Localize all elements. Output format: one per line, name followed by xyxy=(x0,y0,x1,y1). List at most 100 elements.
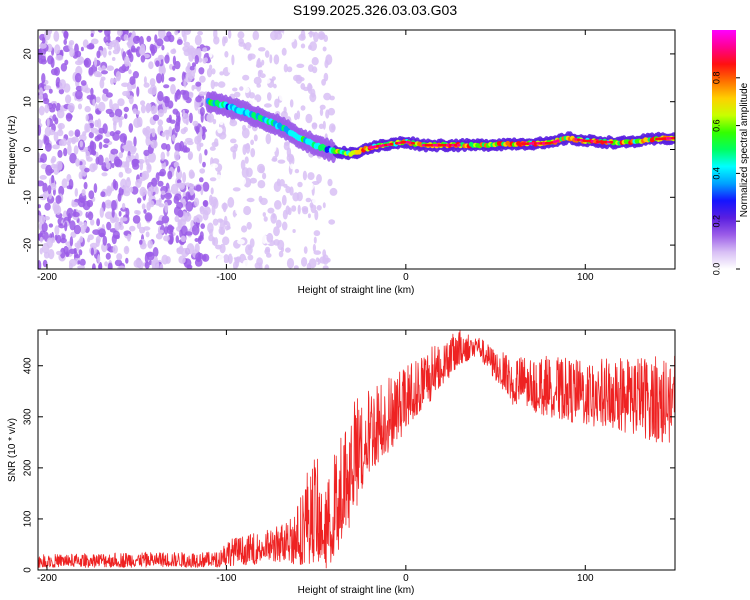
spectrogram-noise-blob xyxy=(104,211,113,220)
spectrogram-noise-blob xyxy=(309,30,313,38)
spectrogram-noise-blob xyxy=(119,133,128,143)
spectrogram-noise-blob xyxy=(157,180,164,187)
spectrogram-noise-blob xyxy=(261,234,268,244)
spectrogram-noise-blob xyxy=(150,105,157,115)
spectrogram-noise-blob xyxy=(47,185,52,195)
spectrogram-noise-blob xyxy=(72,211,80,218)
spectrogram-noise-blob xyxy=(199,177,204,183)
spectrogram-noise-blob xyxy=(263,103,272,108)
spectrogram-noise-blob xyxy=(273,83,277,89)
spectrogram-noise-blob xyxy=(198,91,206,96)
spectrogram-noise-blob xyxy=(68,42,73,51)
spectrogram-noise-blob xyxy=(285,186,291,194)
spectrogram-noise-blob xyxy=(174,193,182,201)
spectrogram-noise-blob xyxy=(139,186,147,197)
spectrogram-noise-blob xyxy=(50,68,58,76)
spectrogram-noise-blob xyxy=(286,258,295,269)
spectrogram-noise-blob xyxy=(38,215,46,225)
spectrogram-noise-blob xyxy=(38,105,45,116)
spectrogram-noise-blob xyxy=(191,84,195,91)
spectrogram-noise-blob xyxy=(174,142,182,152)
spectrogram-noise-blob xyxy=(259,165,265,174)
spectrogram-noise-blob xyxy=(70,231,77,238)
spectrogram-noise-blob xyxy=(41,55,46,63)
spectrogram-noise-blob xyxy=(244,156,249,164)
spectrogram-noise-blob xyxy=(189,92,194,99)
spectrogram-noise-blob xyxy=(275,219,282,228)
spectrogram-noise-blob xyxy=(286,153,294,163)
spectrogram-noise-blob xyxy=(253,134,258,142)
spectrogram-noise-blob xyxy=(218,226,226,235)
spectrogram-noise-blob xyxy=(198,57,203,63)
spectrogram-noise-blob xyxy=(147,104,152,112)
spectrogram-noise-blob xyxy=(183,41,191,47)
spectrogram-noise-blob xyxy=(74,129,81,138)
spectrogram-noise-blob xyxy=(329,95,335,101)
spectrogram-noise-blob xyxy=(155,186,159,195)
spectrogram-noise-blob xyxy=(53,30,60,42)
spectrogram-noise-blob xyxy=(156,73,162,84)
spectrogram-noise-blob xyxy=(202,181,210,192)
spectrogram-noise-blob xyxy=(135,110,141,115)
spectrogram-noise-blob xyxy=(313,31,319,43)
spectrogram-noise-blob xyxy=(174,60,181,70)
spectrogram-noise-blob xyxy=(262,172,267,180)
spectrogram-noise-blob xyxy=(233,143,239,149)
spectrogram-noise-blob xyxy=(274,98,280,109)
spectrogram-noise-blob xyxy=(254,223,262,232)
spectrogram-noise-blob xyxy=(213,198,217,207)
spectrogram-noise-blob xyxy=(161,254,169,265)
spectrogram-noise-blob xyxy=(241,225,248,233)
spectrogram-noise-blob xyxy=(55,234,62,244)
spectrogram-noise-blob xyxy=(323,72,329,82)
spectrogram-noise-blob xyxy=(312,197,320,206)
spectrogram-noise-blob xyxy=(286,35,295,43)
spectrogram-noise-blob xyxy=(58,185,65,196)
spectrogram-noise-blob xyxy=(227,197,235,208)
spectrogram-noise-blob xyxy=(327,178,333,187)
spectrogram-noise-blob xyxy=(93,70,102,78)
spectrogram-noise-blob xyxy=(79,258,86,266)
spectrogram-noise-blob xyxy=(228,167,233,177)
spectrogram-noise-blob xyxy=(50,57,55,69)
spectrogram-noise-blob xyxy=(128,69,132,75)
spectrogram-noise-blob xyxy=(125,257,129,264)
spectrogram-noise-blob xyxy=(67,102,75,112)
spectrogram-noise-blob xyxy=(105,162,111,170)
spectrogram-noise-blob xyxy=(211,205,216,216)
spectrogram-noise-blob xyxy=(117,98,125,107)
spectrogram-noise-blob xyxy=(155,232,163,240)
spectrogram-noise-blob xyxy=(61,138,67,147)
spectrogram-x-ticks: -200 -100 0 100 xyxy=(37,30,594,283)
spectrogram-noise-blob xyxy=(164,54,170,64)
spectrogram-noise-blob xyxy=(105,108,113,114)
y-tick-label: 0 xyxy=(23,146,34,152)
spectrogram-noise-blob xyxy=(149,84,157,96)
spectrogram-noise-blob xyxy=(68,130,74,137)
spectrogram-noise-blob xyxy=(90,87,94,96)
spectrogram-noise-blob xyxy=(187,153,193,161)
spectrogram-noise-blob xyxy=(331,125,336,131)
snr-frame xyxy=(37,329,676,571)
spectrogram-noise-blob xyxy=(194,238,199,242)
spectrogram-noise-blob xyxy=(232,87,238,92)
spectrogram-noise-blob xyxy=(99,207,105,218)
spectrogram-noise-blob xyxy=(152,114,160,121)
spectrogram-noise-blob xyxy=(316,174,322,184)
spectrogram-noise-blob xyxy=(253,76,262,85)
y-tick-label: 20 xyxy=(23,48,34,60)
spectrogram-noise-blob xyxy=(176,89,181,96)
spectrogram-noise-blob xyxy=(198,252,204,260)
spectrogram-noise-blob xyxy=(230,138,237,144)
spectrogram-noise-blob xyxy=(118,224,124,231)
spectrogram-noise-blob xyxy=(296,63,305,68)
spectrogram-noise-blob xyxy=(212,228,217,238)
spectrogram-noise-blob xyxy=(113,120,117,132)
spectrogram-noise-blob xyxy=(123,106,129,113)
spectrogram-noise-blob xyxy=(159,263,164,269)
spectrogram-noise-blob xyxy=(249,238,255,248)
spectrogram-noise-blob xyxy=(146,35,152,43)
spectrogram-noise-blob xyxy=(322,265,329,269)
spectrogram-noise-blob xyxy=(148,200,155,208)
y-tick-label: 10 xyxy=(23,96,34,108)
